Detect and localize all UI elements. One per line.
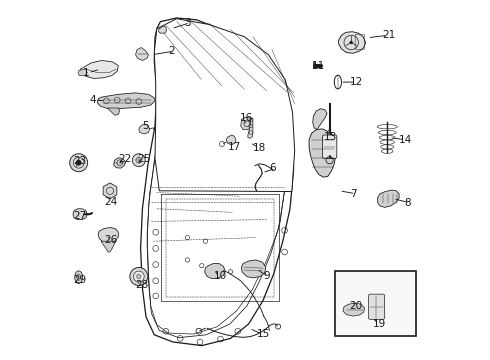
Polygon shape <box>80 60 118 78</box>
Polygon shape <box>107 108 120 115</box>
Text: 8: 8 <box>404 198 411 208</box>
Polygon shape <box>73 209 87 220</box>
Polygon shape <box>242 260 266 278</box>
Polygon shape <box>103 183 117 199</box>
Polygon shape <box>114 158 125 168</box>
Text: 16: 16 <box>240 113 253 123</box>
Polygon shape <box>78 69 87 76</box>
Text: 1: 1 <box>83 68 90 78</box>
Text: 13: 13 <box>323 132 337 142</box>
Polygon shape <box>136 48 148 60</box>
Circle shape <box>130 267 148 285</box>
Polygon shape <box>141 18 294 346</box>
Text: 2: 2 <box>169 46 175 56</box>
Polygon shape <box>248 118 253 138</box>
Polygon shape <box>377 190 399 207</box>
Polygon shape <box>159 26 167 33</box>
Text: 18: 18 <box>253 143 266 153</box>
Circle shape <box>76 161 81 165</box>
Polygon shape <box>205 264 225 279</box>
Text: 28: 28 <box>135 280 148 290</box>
Text: 7: 7 <box>350 189 357 199</box>
FancyBboxPatch shape <box>368 294 385 319</box>
Text: 6: 6 <box>270 163 276 174</box>
FancyBboxPatch shape <box>322 135 337 158</box>
Polygon shape <box>98 228 118 243</box>
Polygon shape <box>101 241 116 252</box>
Text: 12: 12 <box>350 77 364 87</box>
Text: 3: 3 <box>185 18 191 28</box>
Circle shape <box>350 41 353 44</box>
Text: 10: 10 <box>213 271 226 282</box>
Polygon shape <box>339 32 366 53</box>
Text: 11: 11 <box>312 60 325 71</box>
Text: 19: 19 <box>373 319 386 329</box>
Polygon shape <box>98 93 154 109</box>
Polygon shape <box>343 303 365 316</box>
Text: 29: 29 <box>73 275 86 285</box>
Polygon shape <box>154 19 294 192</box>
Polygon shape <box>241 117 252 130</box>
FancyBboxPatch shape <box>335 271 416 336</box>
Text: 14: 14 <box>399 135 412 145</box>
Text: 25: 25 <box>137 154 150 165</box>
Circle shape <box>132 154 145 167</box>
Text: 5: 5 <box>143 121 149 131</box>
Text: 15: 15 <box>257 329 270 339</box>
Polygon shape <box>139 124 149 134</box>
Text: 9: 9 <box>263 271 270 282</box>
Text: 4: 4 <box>90 95 96 105</box>
Text: 20: 20 <box>349 301 363 311</box>
Text: 17: 17 <box>228 142 241 152</box>
Text: 23: 23 <box>73 156 86 166</box>
Ellipse shape <box>74 271 83 284</box>
Polygon shape <box>313 109 327 130</box>
Polygon shape <box>226 135 236 145</box>
Text: 26: 26 <box>104 235 118 246</box>
Text: 27: 27 <box>73 211 86 221</box>
Text: 24: 24 <box>104 197 118 207</box>
Circle shape <box>137 274 141 279</box>
Polygon shape <box>309 129 336 177</box>
Text: 22: 22 <box>118 154 131 165</box>
Circle shape <box>133 271 144 282</box>
Circle shape <box>70 154 88 172</box>
Text: 21: 21 <box>383 30 396 40</box>
